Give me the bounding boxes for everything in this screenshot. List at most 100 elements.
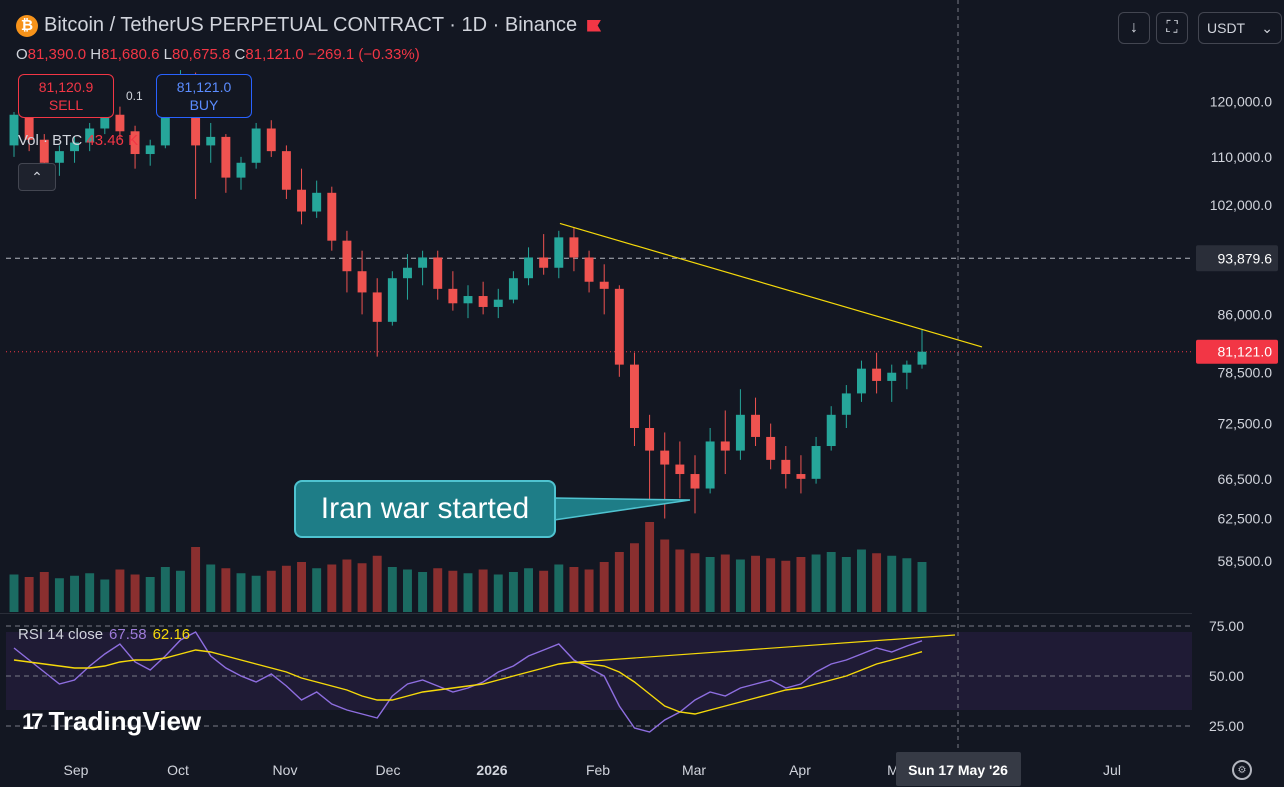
- volume-bar: [917, 562, 927, 612]
- fullscreen-icon[interactable]: ⛶: [1156, 12, 1188, 44]
- descending-trendline: [559, 222, 983, 348]
- candle-body: [630, 364, 639, 428]
- rsi-tick-label: 25.00: [1209, 718, 1244, 734]
- ohlc-readout: O81,390.0 H81,680.6 L80,675.8 C81,121.0 …: [16, 46, 420, 63]
- candle-body: [796, 474, 806, 479]
- time-tick-label: M: [887, 762, 899, 778]
- rsi-pane: [6, 625, 1192, 733]
- candle-body: [403, 267, 412, 279]
- volume-bar: [630, 543, 639, 612]
- price-tick-label: 66,500.0: [1218, 471, 1273, 487]
- rsi-trendline: [577, 634, 956, 663]
- candle-body: [297, 189, 306, 212]
- chevron-up-icon[interactable]: ⌃: [18, 163, 56, 191]
- candle-body: [100, 114, 110, 129]
- volume-bar: [100, 579, 110, 612]
- last-price-tag-label: 81,121.0: [1218, 344, 1273, 360]
- volume-bar: [720, 554, 730, 612]
- candle-body: [327, 192, 337, 241]
- candle-body: [826, 414, 836, 447]
- candle-body: [508, 278, 518, 300]
- candle-body: [85, 128, 95, 143]
- candle-body: [524, 257, 533, 279]
- volume-bar: [357, 563, 367, 612]
- candle-body: [493, 299, 503, 307]
- candle-body: [206, 136, 216, 146]
- volume-bar: [584, 569, 594, 612]
- candle-body: [902, 364, 912, 373]
- candle-body: [675, 464, 685, 475]
- volume-bars: [9, 522, 927, 612]
- volume-bar: [85, 573, 95, 612]
- candle-body: [236, 162, 246, 178]
- tradingview-logo[interactable]: 17 TradingView: [22, 706, 202, 736]
- currency-select[interactable]: USDT ⌄: [1198, 12, 1282, 44]
- level-tag-label: 93,879.6: [1218, 250, 1273, 266]
- buy-button[interactable]: 81,121.0 BUY: [156, 74, 252, 118]
- volume-bar: [54, 578, 64, 612]
- pane-separator: [0, 613, 1192, 614]
- candle-body: [281, 151, 291, 190]
- candle-body: [221, 136, 231, 178]
- chevron-down-icon: ⌄: [1261, 19, 1273, 36]
- rsi-band: [6, 632, 1192, 710]
- volume-bar: [493, 574, 503, 612]
- level-tag-bg: [1196, 245, 1278, 272]
- flag-icon[interactable]: [587, 19, 602, 32]
- volume-bar: [857, 549, 866, 612]
- volume-bar: [705, 557, 715, 612]
- price-tick-label: 102,000.0: [1210, 197, 1272, 213]
- candle-body: [448, 288, 458, 304]
- time-tick-label: Dec: [376, 762, 401, 778]
- candle-body: [751, 414, 760, 437]
- candle-body: [387, 278, 397, 322]
- candle-body: [917, 351, 927, 365]
- volume-bar: [130, 574, 140, 612]
- rsi-tick-label: 75.00: [1209, 618, 1244, 634]
- sell-button[interactable]: 81,120.9 SELL: [18, 74, 114, 118]
- candle-body: [24, 114, 34, 140]
- volume-bar: [599, 562, 609, 612]
- price-tick-label: 72,500.0: [1218, 416, 1273, 432]
- volume-bar: [327, 564, 337, 612]
- download-icon[interactable]: ↓: [1118, 12, 1150, 44]
- volume-bar: [372, 555, 382, 612]
- candle-body: [372, 292, 382, 322]
- volume-bar: [811, 554, 821, 612]
- volume-bar: [872, 553, 882, 612]
- candle-body: [554, 237, 564, 268]
- candle-body: [251, 128, 261, 163]
- candle-body: [145, 145, 155, 155]
- candlestick-series: [9, 70, 927, 519]
- candle-body: [766, 436, 776, 460]
- candle-body: [357, 271, 367, 293]
- candle-body: [70, 142, 79, 152]
- price-tick-label: 58,500.0: [1218, 553, 1273, 569]
- volume-bar: [266, 570, 276, 612]
- callout-pointer: [553, 497, 691, 521]
- volume-bar: [176, 570, 185, 612]
- candle-body: [539, 257, 549, 268]
- symbol-title[interactable]: Bitcoin / TetherUS PERPETUAL CONTRACT · …: [44, 14, 578, 36]
- annotation-callout[interactable]: Iran war started: [294, 480, 556, 538]
- candle-body: [872, 368, 882, 381]
- gear-icon[interactable]: ⚙: [1232, 760, 1252, 780]
- volume-bar: [841, 557, 851, 612]
- volume-bar: [251, 575, 261, 612]
- candle-body: [887, 372, 897, 381]
- volume-bar: [433, 568, 443, 612]
- volume-bar: [766, 558, 776, 612]
- candle-body: [266, 128, 276, 152]
- candle-body: [312, 192, 322, 212]
- candle-body: [342, 240, 352, 272]
- price-tick-label: 120,000.0: [1210, 93, 1272, 109]
- spread-value: 0.1: [126, 89, 143, 103]
- volume-bar: [281, 565, 291, 612]
- candle-body: [433, 257, 443, 289]
- volume-bar: [206, 564, 216, 612]
- volume-bar: [463, 573, 473, 612]
- rsi-line: [13, 631, 923, 733]
- last-price-tag-bg: [1196, 339, 1278, 364]
- candle-body: [418, 257, 428, 268]
